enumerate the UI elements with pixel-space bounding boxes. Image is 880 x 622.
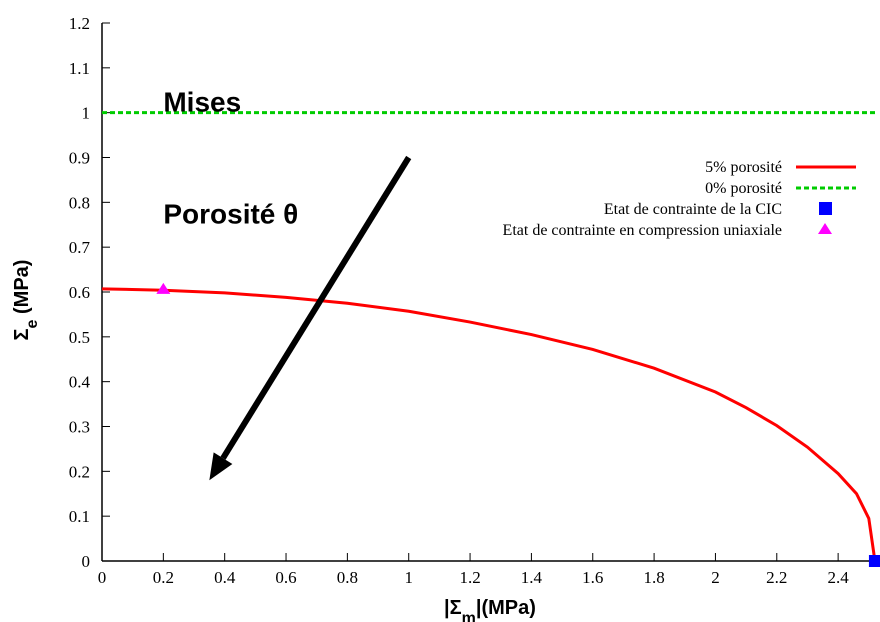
x-axis-title: |Σm|(MPa) <box>444 597 536 622</box>
ticks: 0 0.2 0.4 0.6 0.8 1 1.2 1.4 1.6 1.8 2 2.2 2.4 0 0.1 0.2… <box>69 14 850 587</box>
x-tick-label: 0.2 <box>153 568 174 587</box>
y-tick-label: 0.8 <box>69 193 90 212</box>
x-tick-label: 1.2 <box>459 568 480 587</box>
annotation-mises: Mises <box>163 87 241 118</box>
x-tick-label: 2.2 <box>766 568 787 587</box>
y-tick-label: 0.3 <box>69 418 90 437</box>
y-tick-label: 1.1 <box>69 59 90 78</box>
x-tick-label: 2.4 <box>828 568 850 587</box>
legend-swatch-uniaxiale <box>818 223 832 234</box>
y-tick-label: 1 <box>82 104 91 123</box>
x-axis-title-sub: m <box>462 610 476 622</box>
legend-label-5pct: 5% porosité <box>705 159 782 176</box>
x-axis-title-suffix: |(MPa) <box>476 597 536 619</box>
legend-label-0pct: 0% porosité <box>705 180 782 197</box>
point-cic <box>868 555 880 567</box>
legend-label-cic: Etat de contrainte de la CIC <box>604 201 782 218</box>
x-tick-label: 1.6 <box>582 568 603 587</box>
y-axis-title-main: Σ <box>11 328 33 340</box>
arrow-shaft <box>220 155 412 460</box>
x-tick-label: 0.8 <box>337 568 358 587</box>
y-axis-title-sub: e <box>24 319 41 328</box>
y-tick-label: 0.6 <box>69 283 90 302</box>
point-compression-uniaxiale <box>156 282 171 294</box>
y-tick-label: 0.9 <box>69 149 90 168</box>
x-tick-label: 2 <box>711 568 720 587</box>
legend: 5% porosité 0% porosité Etat de contrain… <box>503 159 856 239</box>
y-tick-label: 1.2 <box>69 14 90 33</box>
series-layer <box>101 111 880 567</box>
series-5pct-porosite-line <box>101 287 877 562</box>
x-tick-label: 0.6 <box>275 568 296 587</box>
y-tick-label: 0.7 <box>69 238 91 257</box>
legend-label-uniaxiale: Etat de contrainte en compression uniaxi… <box>503 222 782 239</box>
x-tick-label: 0 <box>98 568 107 587</box>
x-tick-label: 1.4 <box>521 568 543 587</box>
y-tick-label: 0 <box>82 552 91 571</box>
legend-swatch-cic <box>819 202 832 215</box>
x-tick-label: 0.4 <box>214 568 236 587</box>
arrow-head <box>209 452 233 481</box>
x-tick-label: 1 <box>404 568 413 587</box>
y-tick-label: 0.5 <box>69 328 90 347</box>
y-tick-label: 0.1 <box>69 507 90 526</box>
y-tick-label: 0.4 <box>69 373 91 392</box>
y-axis-title: Σe (MPa) <box>11 260 41 341</box>
x-axis-title-prefix: |Σ <box>444 597 462 619</box>
y-tick-label: 0.2 <box>69 462 90 481</box>
arrow-layer <box>209 155 412 481</box>
annotation-porosite: Porosité θ <box>163 198 298 229</box>
y-axis-title-suffix: (MPa) <box>11 260 33 320</box>
x-tick-label: 1.8 <box>643 568 664 587</box>
